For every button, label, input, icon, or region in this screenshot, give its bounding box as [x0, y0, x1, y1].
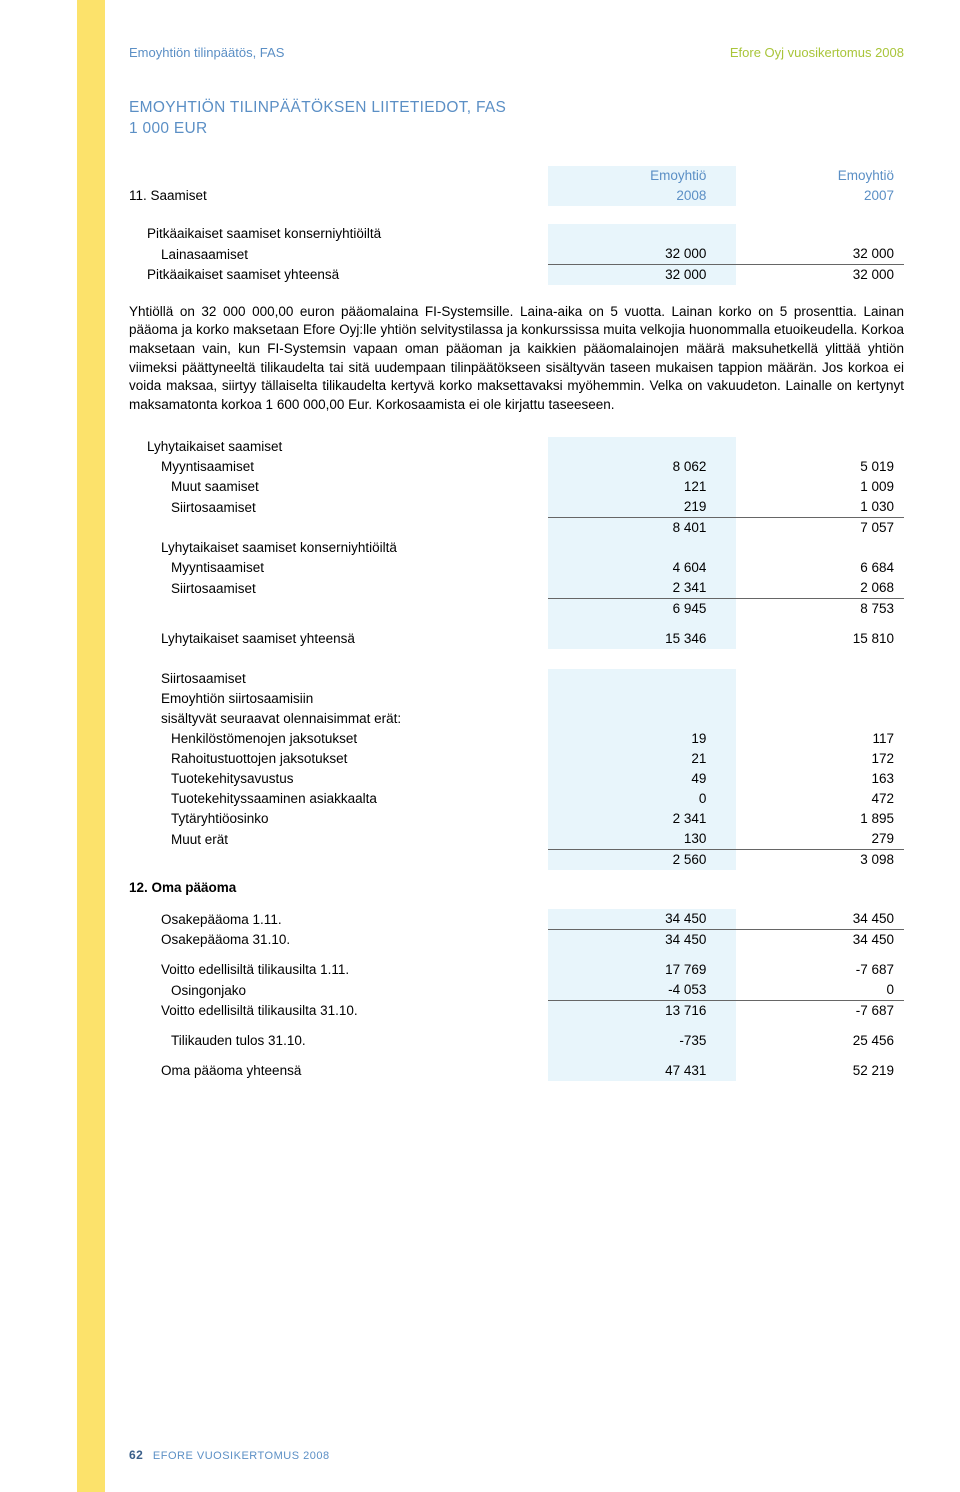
- t2-h2: Lyhytaikaiset saamiset konserniyhtiöiltä: [129, 538, 548, 558]
- t3-r6-07: 279: [736, 829, 904, 850]
- t4-r1: Osakepääoma 1.11.: [129, 909, 548, 930]
- t3-r2-08: 21: [548, 749, 737, 769]
- section-title: EMOYHTIÖN TILINPÄÄTÖKSEN LIITETIEDOT, FA…: [129, 98, 904, 140]
- t2-r4: Myyntisaamiset: [129, 558, 548, 578]
- title-line2: 1 000 EUR: [129, 120, 208, 137]
- t2-r3-07: 1 030: [736, 497, 904, 518]
- t3-r1-08: 19: [548, 729, 737, 749]
- t2-r1-08: 8 062: [548, 457, 737, 477]
- t1-r3-07: 32 000: [736, 264, 904, 285]
- col-2007-a: Emoyhtiö: [736, 166, 904, 186]
- t3-sub-07: 3 098: [736, 849, 904, 870]
- t4-r7-08: 47 431: [548, 1061, 737, 1081]
- t2-sub1-08: 8 401: [548, 517, 737, 538]
- t4-r2-08: 34 450: [548, 929, 737, 950]
- t2-h1: Lyhytaikaiset saamiset: [129, 437, 548, 457]
- t3-h3: sisältyvät seuraavat olennaisimmat erät:: [129, 709, 548, 729]
- table-long-term: Pitkäaikaiset saamiset konserniyhtiöiltä…: [129, 224, 904, 285]
- footer-text: EFORE VUOSIKERTOMUS 2008: [153, 1450, 330, 1462]
- page-content: Emoyhtiön tilinpäätös, FAS Efore Oyj vuo…: [129, 45, 904, 1081]
- t1-r3-08: 32 000: [548, 264, 737, 285]
- t2-tot-07: 15 810: [736, 629, 904, 649]
- t4-r7: Oma pääoma yhteensä: [129, 1061, 548, 1081]
- t3-r6: Muut erät: [129, 829, 548, 850]
- table-short-term: Lyhytaikaiset saamiset Myyntisaamiset8 0…: [129, 437, 904, 649]
- running-header: Emoyhtiön tilinpäätös, FAS Efore Oyj vuo…: [129, 45, 904, 60]
- t4-r6: Tilikauden tulos 31.10.: [129, 1031, 548, 1051]
- t3-r4: Tuotekehityssaaminen asiakkaalta: [129, 789, 548, 809]
- t3-r2: Rahoitustuottojen jaksotukset: [129, 749, 548, 769]
- t3-r4-08: 0: [548, 789, 737, 809]
- page-footer: 62 EFORE VUOSIKERTOMUS 2008: [129, 1448, 330, 1462]
- t3-r5-08: 2 341: [548, 809, 737, 829]
- t4-r4-08: -4 053: [548, 980, 737, 1001]
- page-number: 62: [129, 1448, 143, 1462]
- t3-r5-07: 1 895: [736, 809, 904, 829]
- t2-r5: Siirtosaamiset: [129, 578, 548, 599]
- table-header: Emoyhtiö Emoyhtiö 11. Saamiset 2008 2007: [129, 166, 904, 206]
- explanatory-paragraph: Yhtiöllä on 32 000 000,00 euron pääomala…: [129, 303, 904, 415]
- t3-r3: Tuotekehitysavustus: [129, 769, 548, 789]
- t4-r5-07: -7 687: [736, 1000, 904, 1021]
- t4-r7-07: 52 219: [736, 1061, 904, 1081]
- t3-r3-07: 163: [736, 769, 904, 789]
- t1-r2: Lainasaamiset: [129, 244, 548, 265]
- t4-r5: Voitto edellisiltä tilikausilta 31.10.: [129, 1000, 548, 1021]
- t3-r3-08: 49: [548, 769, 737, 789]
- t1-h: Pitkäaikaiset saamiset konserniyhtiöiltä: [129, 224, 548, 244]
- t4-r5-08: 13 716: [548, 1000, 737, 1021]
- t2-r2: Muut saamiset: [129, 477, 548, 497]
- left-accent-bar: [77, 0, 105, 1492]
- t3-h1: Siirtosaamiset: [129, 669, 548, 689]
- t2-sub2-08: 6 945: [548, 598, 737, 619]
- t1-r2-08: 32 000: [548, 244, 737, 265]
- t2-r1: Myyntisaamiset: [129, 457, 548, 477]
- t3-r6-08: 130: [548, 829, 737, 850]
- t3-r1: Henkilöstömenojen jaksotukset: [129, 729, 548, 749]
- t4-r2: Osakepääoma 31.10.: [129, 929, 548, 950]
- t2-r5-08: 2 341: [548, 578, 737, 599]
- t2-r5-07: 2 068: [736, 578, 904, 599]
- t2-r3: Siirtosaamiset: [129, 497, 548, 518]
- t4-r2-07: 34 450: [736, 929, 904, 950]
- t2-r2-08: 121: [548, 477, 737, 497]
- t4-r3-08: 17 769: [548, 960, 737, 980]
- t3-r5: Tytäryhtiöosinko: [129, 809, 548, 829]
- table-accruals: Siirtosaamiset Emoyhtiön siirtosaamisiin…: [129, 669, 904, 870]
- header-left: Emoyhtiön tilinpäätös, FAS: [129, 45, 284, 60]
- t2-r2-07: 1 009: [736, 477, 904, 497]
- t4-r4: Osingonjako: [129, 980, 548, 1001]
- table-equity: Osakepääoma 1.11.34 45034 450 Osakepääom…: [129, 909, 904, 1081]
- t4-r4-07: 0: [736, 980, 904, 1001]
- t3-h2: Emoyhtiön siirtosaamisiin: [129, 689, 548, 709]
- title-line1: EMOYHTIÖN TILINPÄÄTÖKSEN LIITETIEDOT, FA…: [129, 99, 506, 116]
- t4-r6-08: -735: [548, 1031, 737, 1051]
- header-right: Efore Oyj vuosikertomus 2008: [730, 45, 904, 60]
- t4-r1-07: 34 450: [736, 909, 904, 930]
- col-2008-a: Emoyhtiö: [548, 166, 737, 186]
- t3-r2-07: 172: [736, 749, 904, 769]
- t4-r3: Voitto edellisiltä tilikausilta 1.11.: [129, 960, 548, 980]
- t2-r4-07: 6 684: [736, 558, 904, 578]
- t2-r3-08: 219: [548, 497, 737, 518]
- t1-r3: Pitkäaikaiset saamiset yhteensä: [129, 264, 548, 285]
- t2-sub1-07: 7 057: [736, 517, 904, 538]
- t2-r1-07: 5 019: [736, 457, 904, 477]
- t2-tot: Lyhytaikaiset saamiset yhteensä: [129, 629, 548, 649]
- note-11-label: 11. Saamiset: [129, 186, 548, 206]
- note-12-title: 12. Oma pääoma: [129, 880, 904, 895]
- t2-r4-08: 4 604: [548, 558, 737, 578]
- col-2007-b: 2007: [736, 186, 904, 206]
- t3-r4-07: 472: [736, 789, 904, 809]
- t4-r3-07: -7 687: [736, 960, 904, 980]
- t3-sub-08: 2 560: [548, 849, 737, 870]
- t2-tot-08: 15 346: [548, 629, 737, 649]
- t4-r6-07: 25 456: [736, 1031, 904, 1051]
- t2-sub2-07: 8 753: [736, 598, 904, 619]
- t3-r1-07: 117: [736, 729, 904, 749]
- t4-r1-08: 34 450: [548, 909, 737, 930]
- t1-r2-07: 32 000: [736, 244, 904, 265]
- col-2008-b: 2008: [548, 186, 737, 206]
